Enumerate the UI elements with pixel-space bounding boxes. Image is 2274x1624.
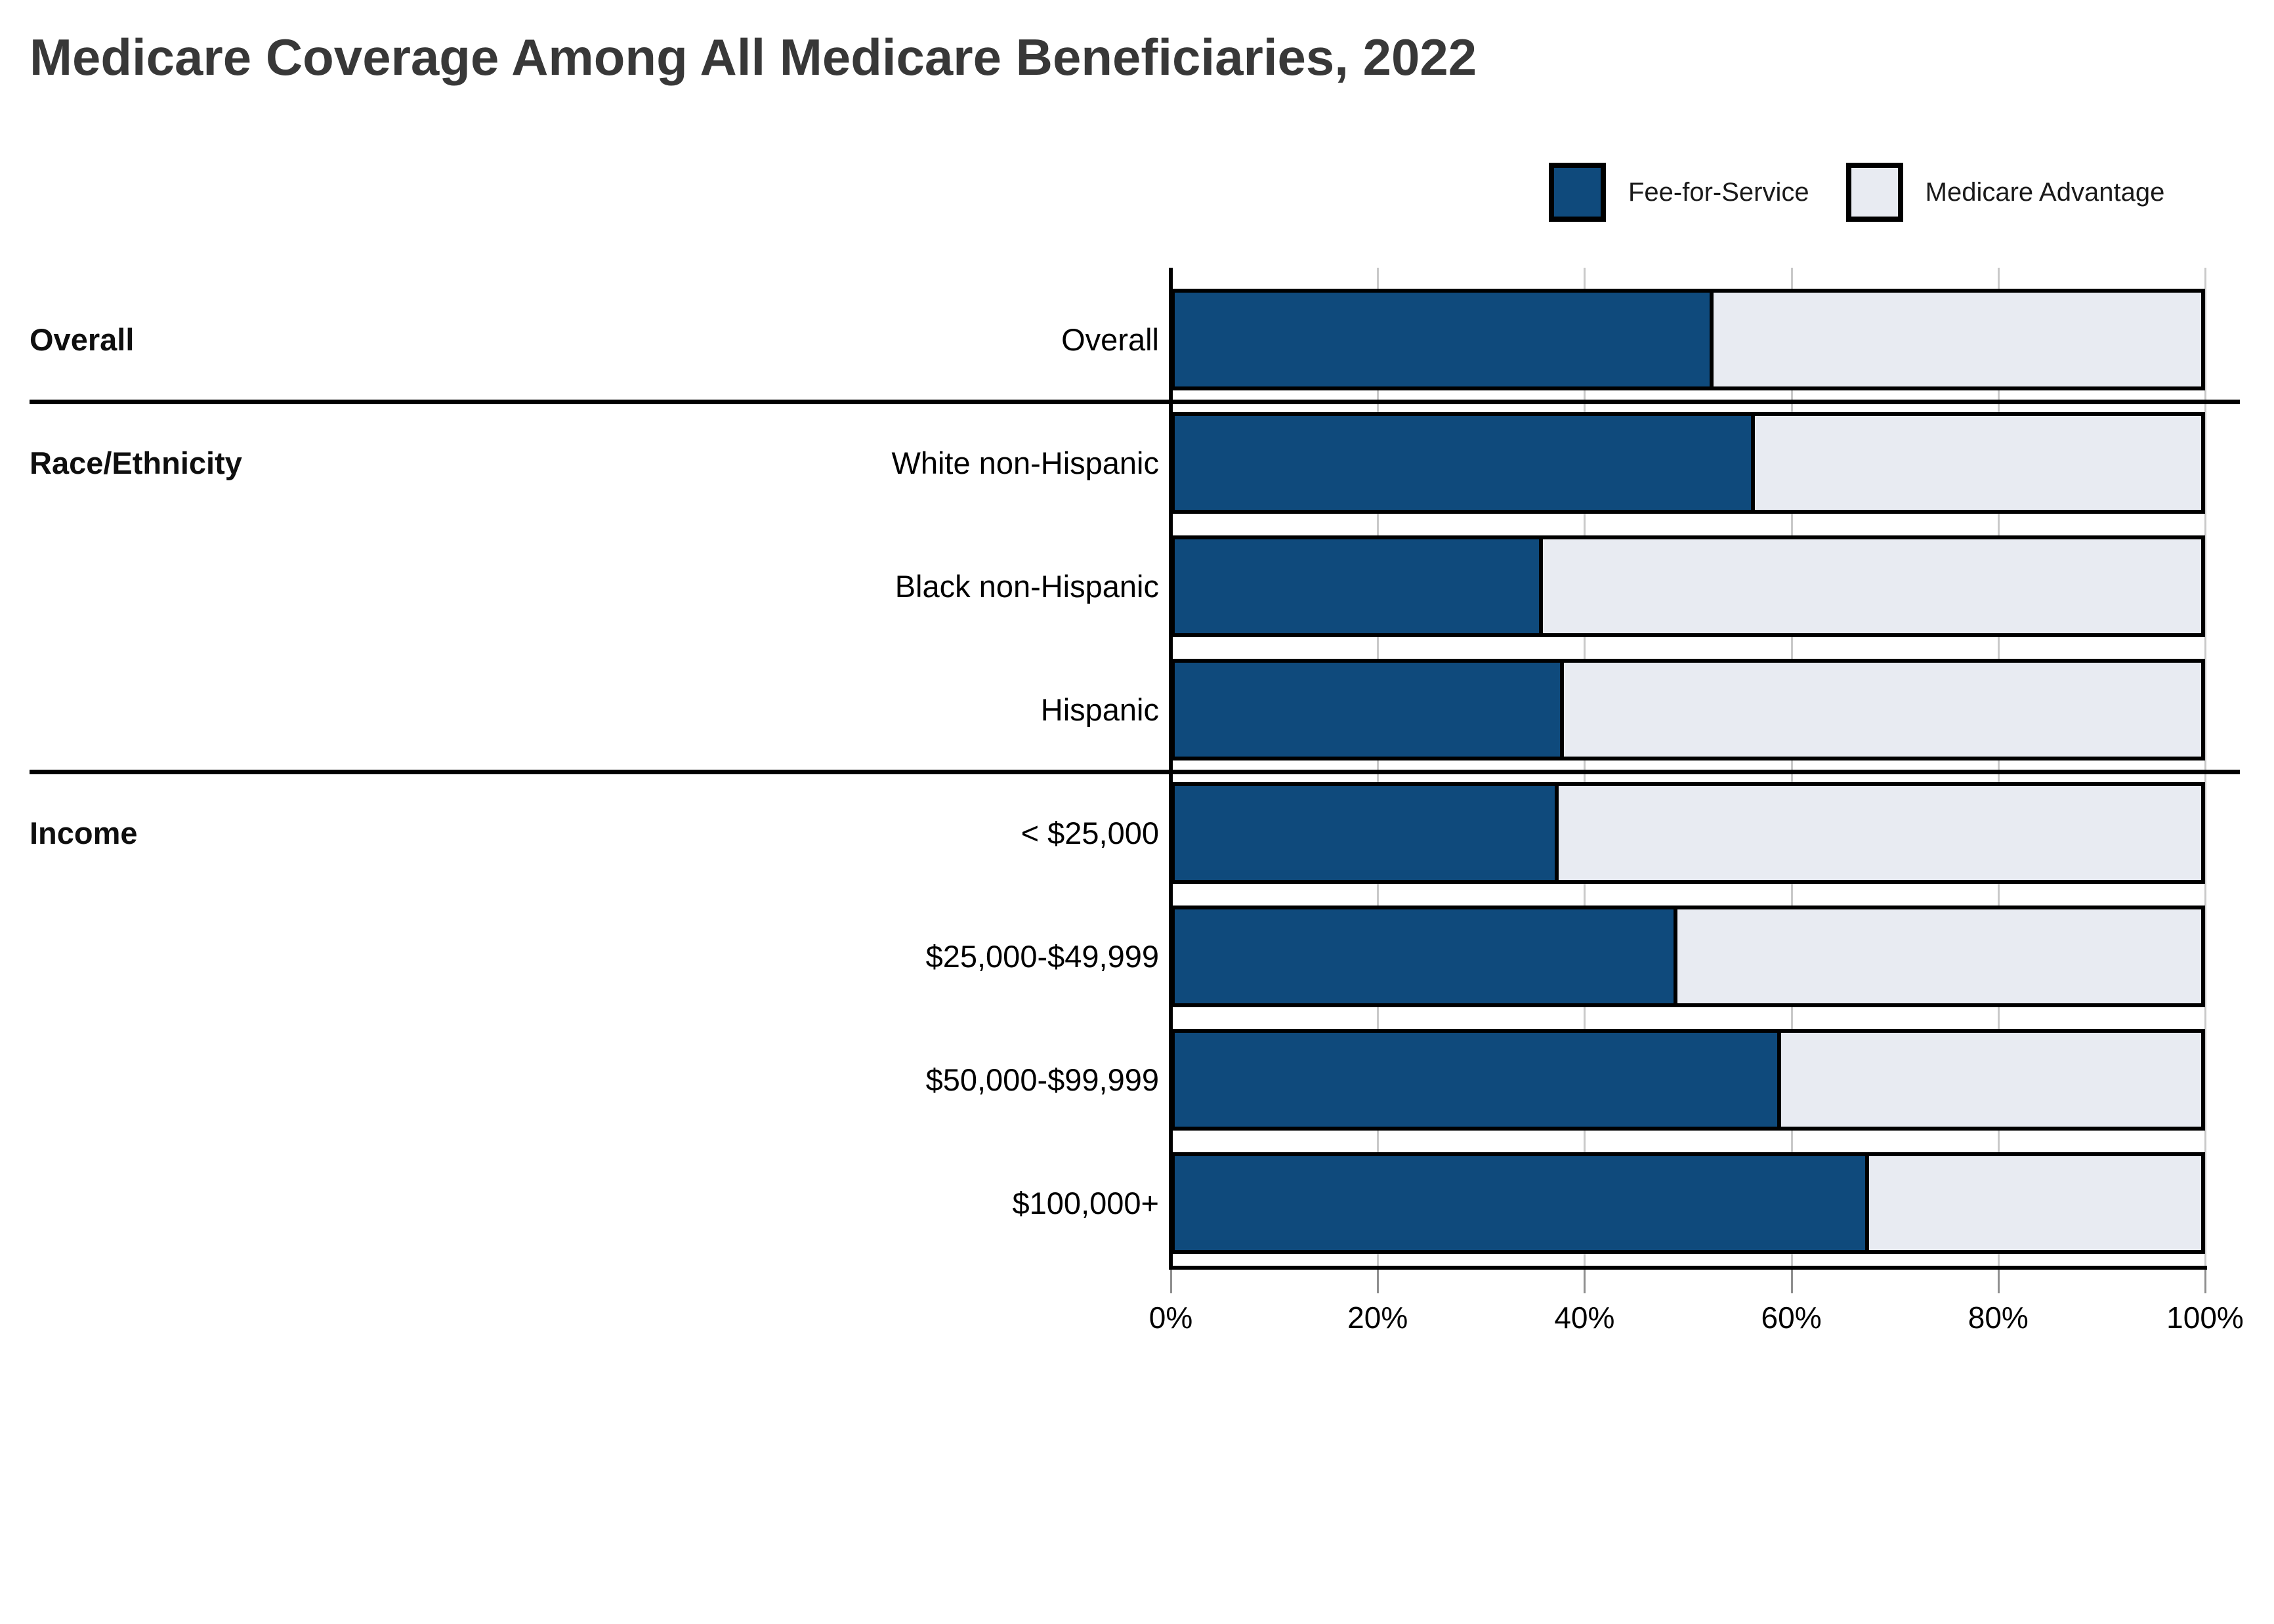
bar-overall-fee-for-service[interactable] <box>1175 293 1714 386</box>
bar-100-000-fee-for-service[interactable] <box>1175 1156 1869 1250</box>
bar-white-non-hispanic-medicare-advantage[interactable] <box>1171 412 2205 514</box>
x-axis-tick-0 <box>1170 1270 1172 1293</box>
bar-hispanic-fee-for-service[interactable] <box>1175 663 1564 757</box>
group-divider-race-ethnicity <box>30 400 2240 404</box>
x-axis-tick-80 <box>1997 1270 2000 1293</box>
x-axis-tick-label-40: 40% <box>1554 1301 1615 1335</box>
x-axis-tick-100 <box>2204 1270 2206 1293</box>
bar-25-000-49-999-fee-for-service[interactable] <box>1175 909 1677 1003</box>
gridline-100 <box>2204 268 2206 1266</box>
group-label-income: Income <box>30 816 138 850</box>
bar-black-non-hispanic-fee-for-service[interactable] <box>1175 539 1543 633</box>
legend: Fee-for-Service Medicare Advantage <box>1549 163 2164 222</box>
legend-swatch-medicare-advantage[interactable] <box>1845 163 1903 222</box>
bar-100-000-medicare-advantage[interactable] <box>1171 1152 2205 1254</box>
chart-title: Medicare Coverage Among All Medicare Ben… <box>30 28 1477 86</box>
group-label-race-ethnicity: Race/Ethnicity <box>30 446 242 480</box>
gridline-40 <box>1584 268 1586 1266</box>
gridline-60 <box>1790 268 1793 1266</box>
legend-swatch-fee-for-service[interactable] <box>1549 163 1606 222</box>
y-axis-line <box>1169 268 1173 1266</box>
legend-label-fee-for-service: Fee-for-Service <box>1628 177 1809 207</box>
row-label-white-non-hispanic: White non-Hispanic <box>891 446 1159 480</box>
group-label-overall: Overall <box>30 322 135 357</box>
row-label-overall: Overall <box>1061 322 1159 357</box>
legend-item-fee-for-service: Fee-for-Service <box>1549 163 1809 222</box>
row-label-25-000: < $25,000 <box>1021 816 1159 850</box>
legend-label-medicare-advantage: Medicare Advantage <box>1925 177 2165 207</box>
row-label-black-non-hispanic: Black non-Hispanic <box>895 569 1159 604</box>
x-axis-tick-label-20: 20% <box>1347 1301 1408 1335</box>
row-label-50-000-99-999: $50,000-$99,999 <box>925 1062 1159 1097</box>
bar-25-000-49-999-medicare-advantage[interactable] <box>1171 906 2205 1007</box>
x-axis-tick-label-60: 60% <box>1761 1301 1822 1335</box>
bar-25-000-fee-for-service[interactable] <box>1175 786 1559 880</box>
x-axis-line <box>1169 1266 2207 1270</box>
x-axis-tick-40 <box>1584 1270 1586 1293</box>
bar-25-000-medicare-advantage[interactable] <box>1171 782 2205 884</box>
row-label-hispanic: Hispanic <box>1040 692 1159 727</box>
row-label-25-000-49-999: $25,000-$49,999 <box>925 939 1159 974</box>
bar-overall-medicare-advantage[interactable] <box>1171 289 2205 390</box>
bar-black-non-hispanic-medicare-advantage[interactable] <box>1171 535 2205 637</box>
x-axis-tick-label-0: 0% <box>1148 1301 1193 1335</box>
gridline-20 <box>1377 268 1379 1266</box>
x-axis-tick-label-80: 80% <box>1968 1301 2029 1335</box>
bar-50-000-99-999-fee-for-service[interactable] <box>1175 1033 1781 1127</box>
bar-50-000-99-999-medicare-advantage[interactable] <box>1171 1029 2205 1131</box>
row-label-100-000: $100,000+ <box>1012 1186 1159 1220</box>
gridline-80 <box>1997 268 2000 1266</box>
bar-white-non-hispanic-fee-for-service[interactable] <box>1175 416 1755 510</box>
x-axis-tick-label-100: 100% <box>2166 1301 2244 1335</box>
legend-item-medicare-advantage: Medicare Advantage <box>1845 163 2165 222</box>
bar-hispanic-medicare-advantage[interactable] <box>1171 659 2205 760</box>
x-axis-tick-60 <box>1790 1270 1793 1293</box>
x-axis-tick-20 <box>1377 1270 1379 1293</box>
group-divider-income <box>30 770 2240 774</box>
